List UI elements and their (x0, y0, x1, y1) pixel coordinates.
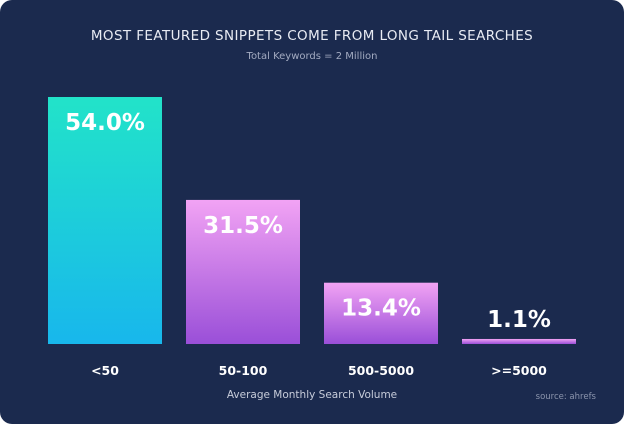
x-tick-label-1: <50 (91, 363, 119, 378)
bar-value-label-2: 31.5% (203, 213, 283, 239)
bar-value-label-3: 13.4% (341, 296, 421, 322)
bar-4 (462, 338, 576, 344)
chart-subtitle: Total Keywords = 2 Million (246, 51, 378, 62)
x-tick-label-4: >=5000 (491, 363, 547, 378)
bar-value-label-1: 54.0% (65, 110, 145, 136)
x-tick-label-3: 500-5000 (348, 363, 414, 378)
chart-title: MOST FEATURED SNIPPETS COME FROM LONG TA… (90, 28, 534, 44)
bar-3 (324, 282, 438, 344)
x-axis-label: Average Monthly Search Volume (226, 389, 398, 401)
bar-1 (48, 97, 162, 344)
source-note: source: ahrefs (535, 392, 596, 402)
x-tick-label-2: 50-100 (219, 363, 268, 378)
bar-value-label-4: 1.1% (487, 307, 551, 333)
bar-2 (186, 199, 300, 344)
